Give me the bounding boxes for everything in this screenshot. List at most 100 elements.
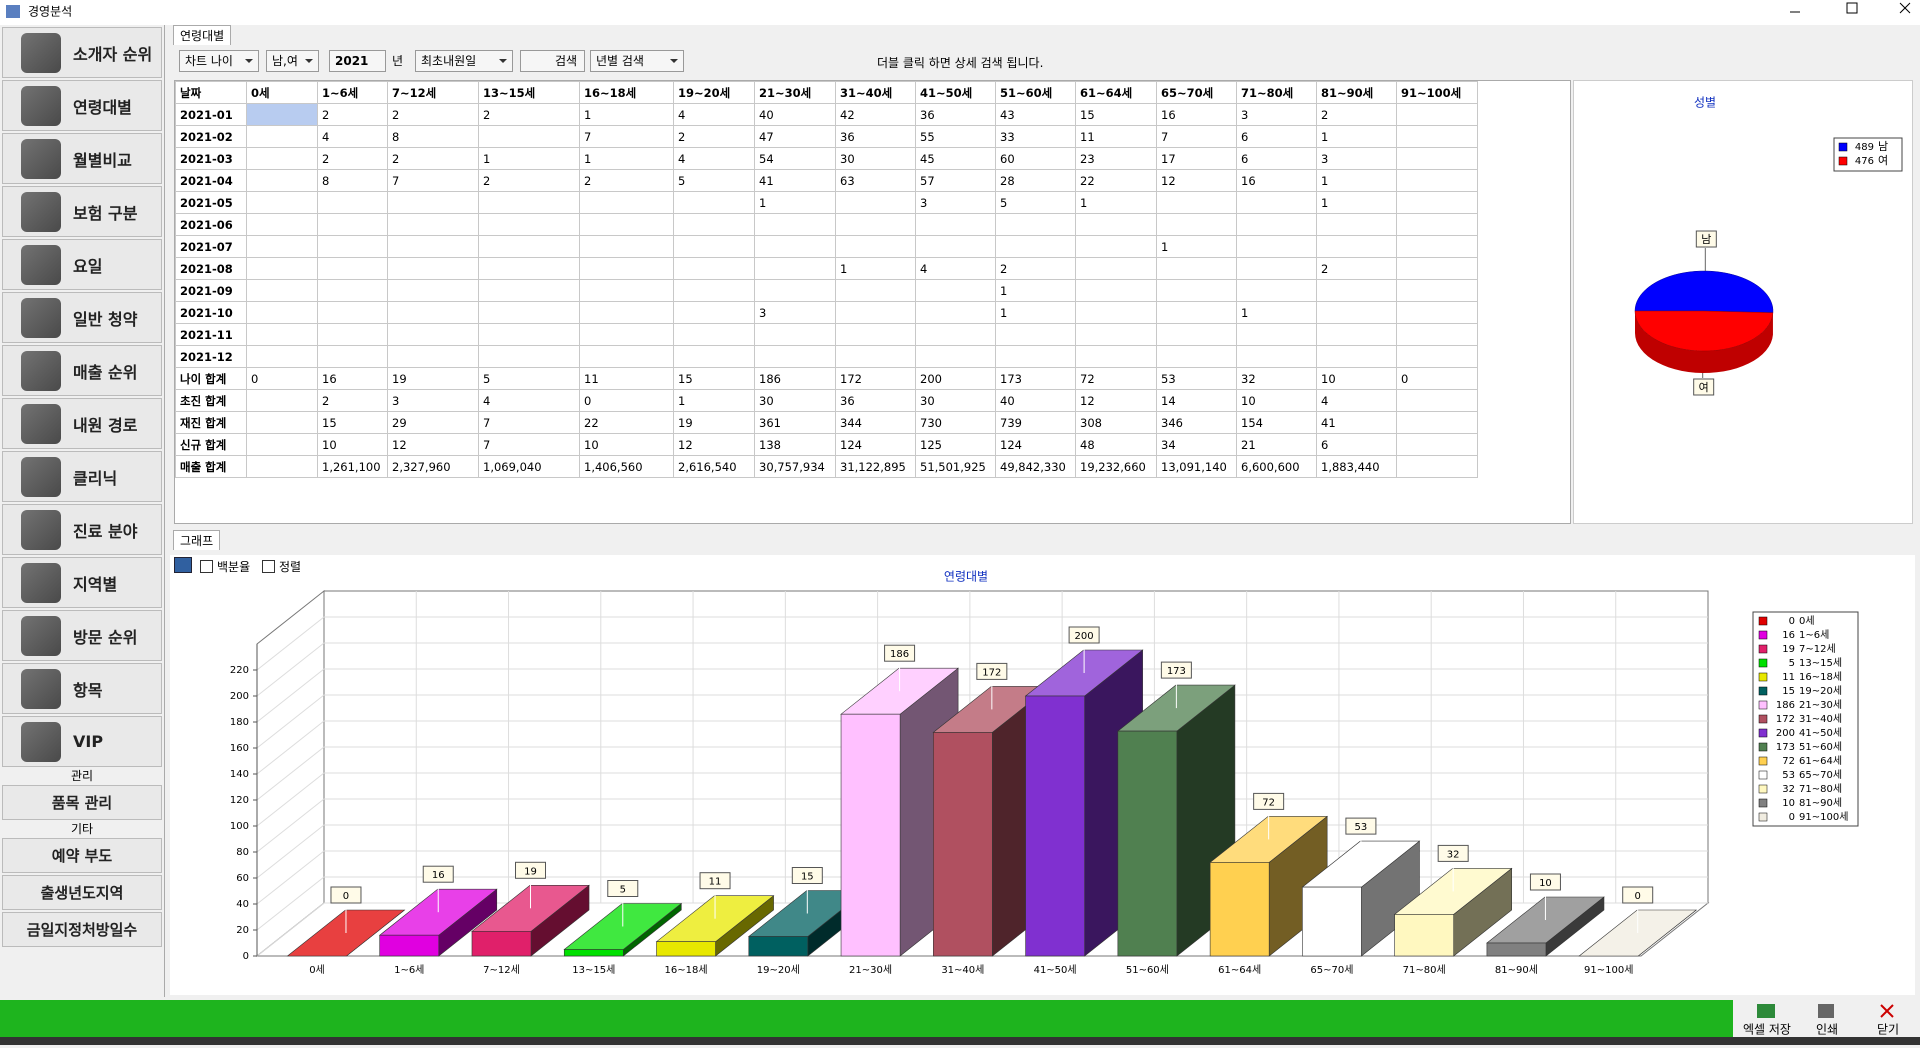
table-cell[interactable]	[247, 170, 318, 192]
table-cell[interactable]	[1237, 324, 1317, 346]
sidebar-button[interactable]: 항목	[2, 663, 162, 714]
table-cell[interactable]: 15	[674, 368, 755, 390]
table-cell[interactable]: 21	[1237, 434, 1317, 456]
table-cell[interactable]	[247, 148, 318, 170]
table-cell[interactable]: 1	[1317, 192, 1397, 214]
search-button[interactable]: 검색	[520, 50, 585, 72]
save-icon[interactable]	[174, 557, 192, 573]
table-cell[interactable]	[755, 258, 836, 280]
table-cell[interactable]	[247, 104, 318, 126]
table-cell[interactable]	[580, 302, 674, 324]
table-cell[interactable]	[1237, 280, 1317, 302]
table-cell[interactable]	[1076, 280, 1157, 302]
table-cell[interactable]	[318, 192, 388, 214]
table-cell[interactable]	[755, 346, 836, 368]
table-cell[interactable]: 36	[836, 390, 916, 412]
table-cell[interactable]: 2021-04	[176, 170, 247, 192]
table-cell[interactable]	[836, 214, 916, 236]
table-cell[interactable]	[388, 258, 479, 280]
table-cell[interactable]	[674, 192, 755, 214]
table-cell[interactable]: 22	[580, 412, 674, 434]
table-cell[interactable]: 3	[1317, 148, 1397, 170]
table-cell[interactable]: 1	[836, 258, 916, 280]
table-cell[interactable]: 15	[318, 412, 388, 434]
table-cell[interactable]	[1397, 390, 1478, 412]
sidebar-button[interactable]: 출생년도지역	[2, 875, 162, 910]
tab[interactable]: 그래프	[173, 530, 220, 550]
table-cell[interactable]	[674, 214, 755, 236]
table-cell[interactable]	[674, 258, 755, 280]
table-cell[interactable]: 6,600,600	[1237, 456, 1317, 478]
table-cell[interactable]	[247, 280, 318, 302]
table-cell[interactable]	[1317, 236, 1397, 258]
table-cell[interactable]	[1397, 324, 1478, 346]
table-cell[interactable]: 1	[1157, 236, 1237, 258]
table-row[interactable]: 2021-11	[176, 324, 1478, 346]
sidebar-button[interactable]: 요일	[2, 239, 162, 290]
table-cell[interactable]: 4	[479, 390, 580, 412]
table-cell[interactable]: 2021-06	[176, 214, 247, 236]
table-cell[interactable]: 2021-12	[176, 346, 247, 368]
table-cell[interactable]: 3	[388, 390, 479, 412]
table-cell[interactable]: 2,616,540	[674, 456, 755, 478]
table-cell[interactable]: 48	[1076, 434, 1157, 456]
table-cell[interactable]	[1317, 302, 1397, 324]
table-cell[interactable]: 4	[916, 258, 996, 280]
table-cell[interactable]: 10	[318, 434, 388, 456]
table-cell[interactable]: 16	[318, 368, 388, 390]
table-cell[interactable]	[247, 456, 318, 478]
table-cell[interactable]: 신규 합계	[176, 434, 247, 456]
table-cell[interactable]	[836, 280, 916, 302]
table-cell[interactable]	[674, 236, 755, 258]
table-cell[interactable]	[916, 214, 996, 236]
table-cell[interactable]: 7	[479, 412, 580, 434]
table-cell[interactable]: 2021-02	[176, 126, 247, 148]
table-cell[interactable]	[1157, 280, 1237, 302]
table-cell[interactable]: 124	[836, 434, 916, 456]
table-cell[interactable]: 22	[1076, 170, 1157, 192]
table-cell[interactable]	[388, 192, 479, 214]
table-cell[interactable]	[580, 280, 674, 302]
table-cell[interactable]	[580, 192, 674, 214]
sidebar-button[interactable]: 진료 분야	[2, 504, 162, 555]
table-cell[interactable]	[1317, 280, 1397, 302]
table-cell[interactable]	[479, 126, 580, 148]
table-cell[interactable]: 53	[1157, 368, 1237, 390]
table-cell[interactable]	[1157, 192, 1237, 214]
table-cell[interactable]: 2021-05	[176, 192, 247, 214]
table-cell[interactable]: 16	[1237, 170, 1317, 192]
table-cell[interactable]: 1	[479, 148, 580, 170]
table-cell[interactable]: 4	[318, 126, 388, 148]
table-cell[interactable]: 124	[996, 434, 1076, 456]
table-cell[interactable]: 13,091,140	[1157, 456, 1237, 478]
table-cell[interactable]: 154	[1237, 412, 1317, 434]
table-cell[interactable]	[1237, 346, 1317, 368]
table-cell[interactable]	[580, 236, 674, 258]
table-cell[interactable]: 42	[836, 104, 916, 126]
table-cell[interactable]	[836, 346, 916, 368]
sidebar-button[interactable]: VIP	[2, 716, 162, 767]
table-cell[interactable]: 1	[674, 390, 755, 412]
table-cell[interactable]	[755, 280, 836, 302]
period-select[interactable]: 년별 검색	[590, 50, 684, 72]
table-cell[interactable]: 10	[1237, 390, 1317, 412]
sidebar-button[interactable]: 예약 부도	[2, 838, 162, 873]
table-cell[interactable]: 3	[1237, 104, 1317, 126]
table-cell[interactable]: 7	[1157, 126, 1237, 148]
table-cell[interactable]: 54	[755, 148, 836, 170]
table-cell[interactable]	[1076, 214, 1157, 236]
table-cell[interactable]: 1,069,040	[479, 456, 580, 478]
table-cell[interactable]: 72	[1076, 368, 1157, 390]
table-cell[interactable]: 8	[388, 126, 479, 148]
table-cell[interactable]	[247, 412, 318, 434]
table-cell[interactable]: 172	[836, 368, 916, 390]
table-cell[interactable]: 5	[996, 192, 1076, 214]
table-cell[interactable]: 11	[1076, 126, 1157, 148]
table-cell[interactable]: 6	[1237, 148, 1317, 170]
table-cell[interactable]: 2	[580, 170, 674, 192]
